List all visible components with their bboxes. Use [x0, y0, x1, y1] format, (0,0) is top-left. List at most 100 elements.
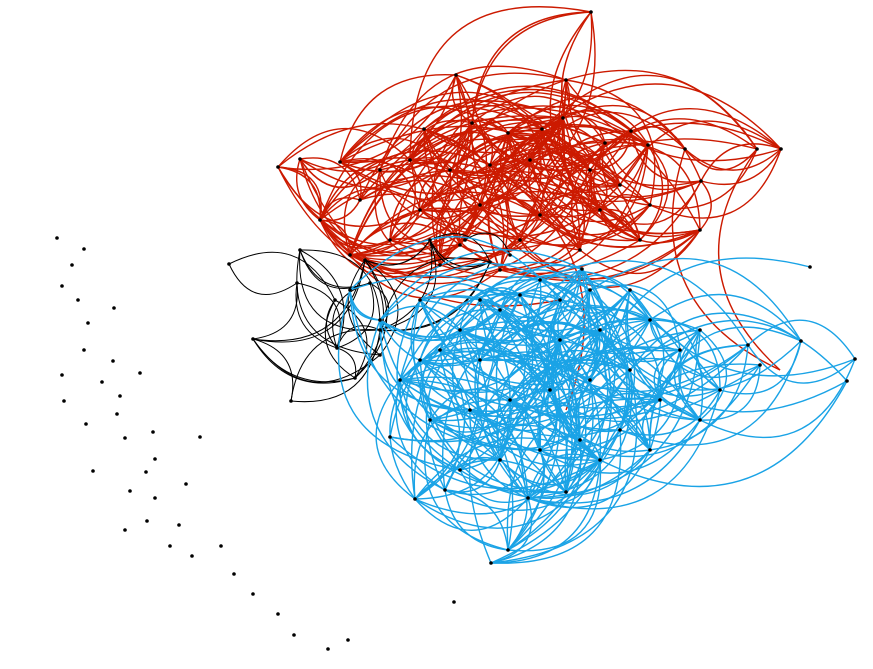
graph-edge	[489, 152, 601, 211]
graph-node	[578, 248, 582, 252]
graph-edge	[296, 249, 381, 356]
graph-node	[115, 412, 119, 416]
graph-edge	[479, 355, 621, 431]
graph-node	[144, 470, 148, 474]
graph-node	[111, 359, 115, 363]
graph-edge	[399, 376, 567, 493]
graph-edge	[479, 196, 541, 216]
graph-edge	[562, 115, 606, 144]
graph-edge	[649, 293, 802, 342]
graph-edge	[379, 257, 491, 331]
graph-node	[488, 163, 492, 167]
graph-nodes	[55, 10, 857, 651]
graph-node	[318, 218, 322, 222]
graph-node	[648, 448, 652, 452]
graph-edge	[559, 308, 681, 351]
graph-edge	[589, 284, 681, 351]
graph-edge	[419, 283, 501, 311]
graph-node	[232, 572, 236, 576]
graph-node	[438, 348, 442, 352]
graph-edge	[359, 180, 481, 206]
graph-edge	[419, 299, 661, 409]
graph-node	[326, 647, 330, 651]
graph-edge	[539, 260, 749, 346]
blue-cluster-edges	[337, 236, 856, 564]
graph-node	[458, 243, 462, 247]
graph-node	[498, 458, 502, 462]
graph-edge	[389, 289, 591, 443]
graph-edge	[429, 233, 491, 263]
graph-node	[638, 238, 642, 242]
graph-node	[646, 143, 650, 147]
graph-edge	[589, 107, 782, 171]
graph-node	[478, 358, 482, 362]
graph-edge	[629, 312, 802, 371]
graph-edge	[319, 188, 421, 221]
graph-edge	[374, 169, 441, 266]
graph-edge	[379, 262, 601, 331]
graph-node	[558, 338, 562, 342]
graph-edge	[700, 143, 782, 182]
graph-edge	[277, 127, 411, 168]
graph-edge	[539, 379, 591, 451]
graph-node	[561, 116, 565, 120]
graph-node	[548, 388, 552, 392]
graph-node	[588, 378, 592, 382]
graph-edge	[485, 299, 561, 499]
graph-edge	[424, 419, 509, 551]
graph-node	[629, 129, 633, 133]
graph-edge	[541, 83, 782, 150]
graph-edge	[559, 299, 662, 451]
graph-node	[506, 548, 510, 552]
graph-edge	[499, 299, 561, 318]
graph-node	[448, 168, 452, 172]
graph-node	[295, 281, 299, 285]
graph-edge	[337, 289, 461, 471]
graph-edge	[559, 274, 631, 301]
graph-edge	[414, 329, 479, 500]
graph-edge	[507, 459, 602, 552]
graph-node	[558, 298, 562, 302]
graph-edge	[557, 289, 591, 341]
graph-edge	[599, 329, 631, 431]
graph-edge	[339, 122, 473, 173]
graph-edge	[395, 379, 446, 491]
graph-node	[276, 612, 280, 616]
graph-edge	[409, 119, 509, 161]
graph-node	[413, 497, 417, 501]
graph-edge	[429, 239, 491, 268]
graph-node	[428, 238, 432, 242]
graph-edge	[589, 169, 701, 238]
graph-node	[478, 203, 482, 207]
graph-edge	[599, 349, 682, 461]
graph-node	[91, 469, 95, 473]
graph-edge	[507, 132, 702, 198]
graph-edge	[349, 289, 381, 321]
graph-edge	[449, 132, 591, 171]
graph-edge	[339, 74, 457, 163]
graph-edge	[599, 209, 701, 244]
graph-edge	[419, 299, 511, 401]
graph-edge	[299, 158, 381, 188]
graph-node	[470, 121, 474, 125]
graph-node	[578, 438, 582, 442]
graph-node	[145, 519, 149, 523]
graph-node	[580, 267, 584, 271]
graph-node	[528, 158, 532, 162]
graph-edge	[695, 329, 721, 391]
graph-node	[227, 262, 231, 266]
graph-node	[378, 318, 382, 322]
graph-edge	[419, 309, 501, 365]
graph-node	[151, 430, 155, 434]
graph-edge	[550, 339, 601, 461]
graph-edge	[747, 319, 856, 360]
graph-edge	[459, 290, 521, 331]
graph-edge	[389, 359, 421, 500]
graph-edge	[419, 359, 631, 408]
graph-edge	[296, 158, 321, 221]
graph-edge	[324, 299, 356, 379]
graph-node	[458, 468, 462, 472]
graph-edge	[319, 105, 543, 221]
graph-edge	[252, 338, 294, 402]
graph-edge	[599, 329, 802, 391]
